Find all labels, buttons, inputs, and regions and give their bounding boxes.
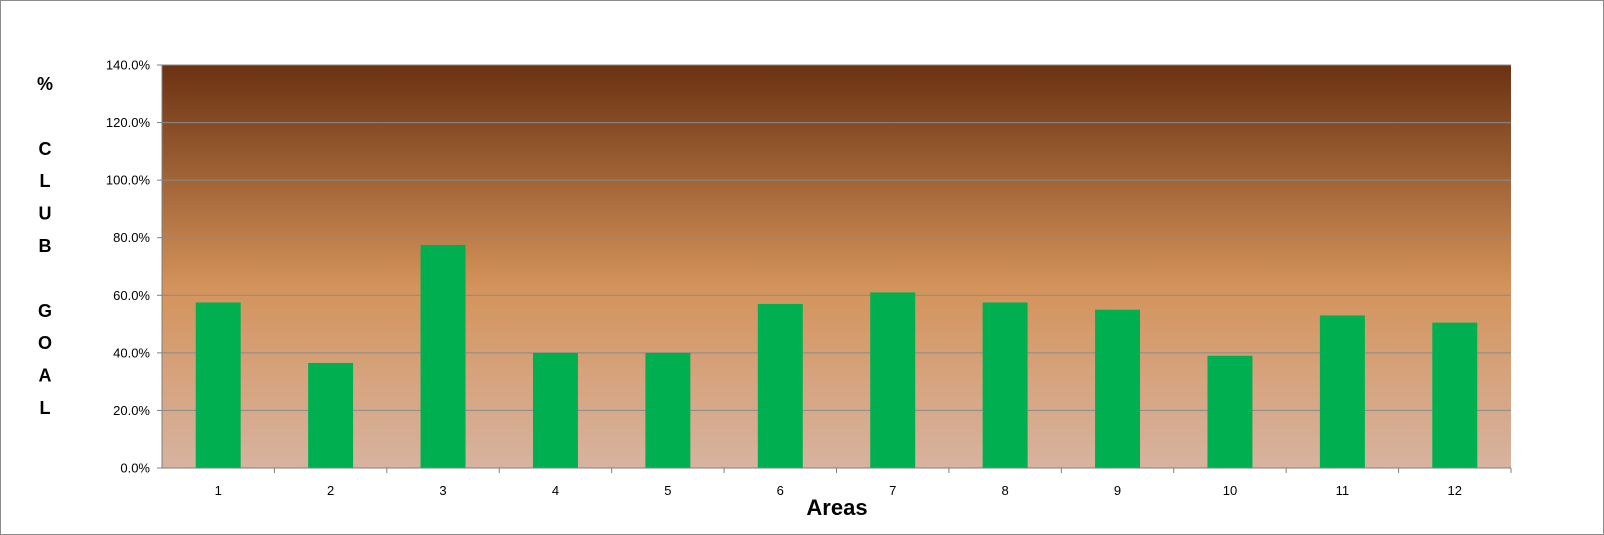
x-tick-label: 11 — [1336, 483, 1350, 498]
bar-area-3 — [420, 244, 466, 468]
y-axis-title-letter: C — [39, 139, 52, 159]
bar-area-5 — [645, 352, 691, 468]
y-axis-title-letter: L — [40, 398, 51, 418]
y-tick-label: 120.0% — [106, 115, 151, 130]
bar-area-11 — [1319, 315, 1365, 468]
y-tick-labels: 0.0% 20.0% 40.0% 60.0% 80.0% 100.0% 120.0% 140.… — [106, 58, 151, 476]
x-axis-title: Areas — [806, 495, 867, 520]
bar-area-12 — [1432, 322, 1478, 468]
y-axis-title-letter: O — [38, 333, 52, 353]
y-tick-label: 40.0% — [113, 345, 150, 360]
bar-area-10 — [1207, 355, 1253, 468]
gridlines — [162, 64, 1511, 411]
x-tick-label: 2 — [327, 483, 334, 498]
y-axis-title-letter: % — [37, 74, 53, 94]
x-tick-label: 4 — [552, 483, 559, 498]
x-tick-label: 10 — [1223, 483, 1237, 498]
bar-area-9 — [1095, 309, 1141, 468]
y-axis-title-letter: A — [39, 366, 52, 386]
bar-area-7 — [870, 292, 916, 468]
x-tick-label: 12 — [1448, 483, 1462, 498]
y-tick-label: 60.0% — [113, 288, 150, 303]
x-tick-label: 6 — [777, 483, 784, 498]
x-tick-label: 3 — [439, 483, 446, 498]
y-tick-label: 20.0% — [113, 403, 150, 418]
y-axis-title-letter: U — [39, 204, 52, 224]
y-tick-label: 0.0% — [120, 461, 150, 476]
bar-area-4 — [532, 352, 578, 468]
y-axis-title-letter: G — [38, 301, 52, 321]
y-axis-title-letter: L — [40, 171, 51, 191]
axes — [157, 64, 1512, 473]
x-tick-label: 5 — [664, 483, 671, 498]
y-tick-label: 140.0% — [106, 58, 151, 73]
y-axis-title-letter: B — [39, 236, 52, 256]
y-tick-label: 100.0% — [106, 173, 151, 188]
y-tick-label: 80.0% — [113, 230, 150, 245]
bar-area-6 — [757, 303, 803, 468]
x-tick-label: 7 — [889, 483, 896, 498]
plot-area — [162, 65, 1511, 468]
bar-area-1 — [195, 302, 241, 468]
bar-area-2 — [308, 362, 354, 468]
x-tick-labels: 1 2 3 4 5 6 7 8 9 10 11 12 — [215, 483, 1462, 498]
x-tick-label: 9 — [1114, 483, 1121, 498]
x-tick-label: 8 — [1002, 483, 1009, 498]
bar-area-8 — [982, 302, 1028, 468]
x-tick-label: 1 — [215, 483, 222, 498]
bars — [195, 244, 1478, 468]
